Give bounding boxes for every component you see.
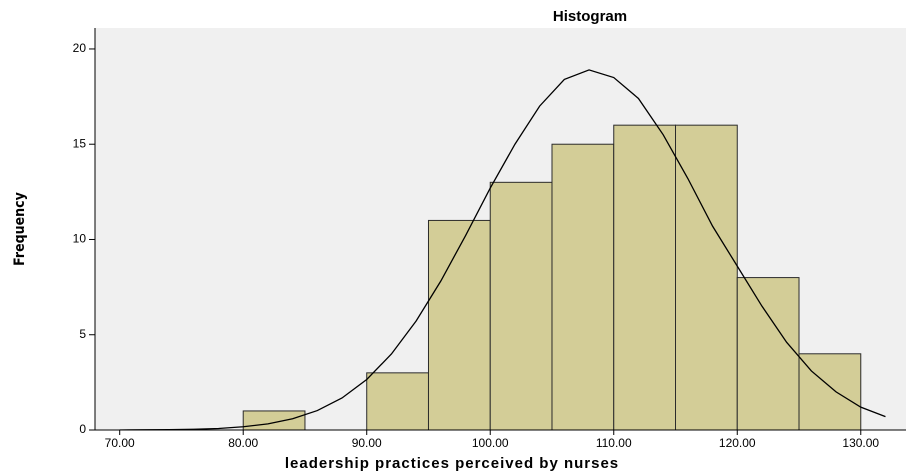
bar <box>242 410 306 430</box>
x-tick-label: 90.00 <box>352 436 382 450</box>
bar <box>489 181 553 430</box>
y-tick-label: 20 <box>73 41 87 55</box>
bar <box>675 124 738 430</box>
x-tick-label: 70.00 <box>105 436 135 450</box>
x-tick-label: 120.00 <box>719 436 756 450</box>
chart-title: Histogram <box>553 8 627 25</box>
y-axis-label: Frequency <box>12 192 28 266</box>
bar <box>613 124 677 430</box>
bar <box>427 219 491 430</box>
normal-curve <box>119 69 886 430</box>
x-axis-label: leadership practices perceived by nurses <box>285 455 619 472</box>
y-tick-label: 5 <box>79 327 86 341</box>
x-tick-label: 100.00 <box>472 436 509 450</box>
plot-layer <box>119 69 886 430</box>
y-tick-label: 15 <box>73 136 87 150</box>
bar <box>736 277 800 430</box>
y-tick-label: 0 <box>79 422 86 436</box>
x-tick-label: 80.00 <box>228 436 258 450</box>
x-tick-label: 110.00 <box>596 436 632 450</box>
bar <box>366 372 429 430</box>
x-tick-label: 130.00 <box>842 436 879 450</box>
y-tick-label: 10 <box>73 232 87 246</box>
bar <box>551 143 615 430</box>
bar <box>798 353 862 430</box>
